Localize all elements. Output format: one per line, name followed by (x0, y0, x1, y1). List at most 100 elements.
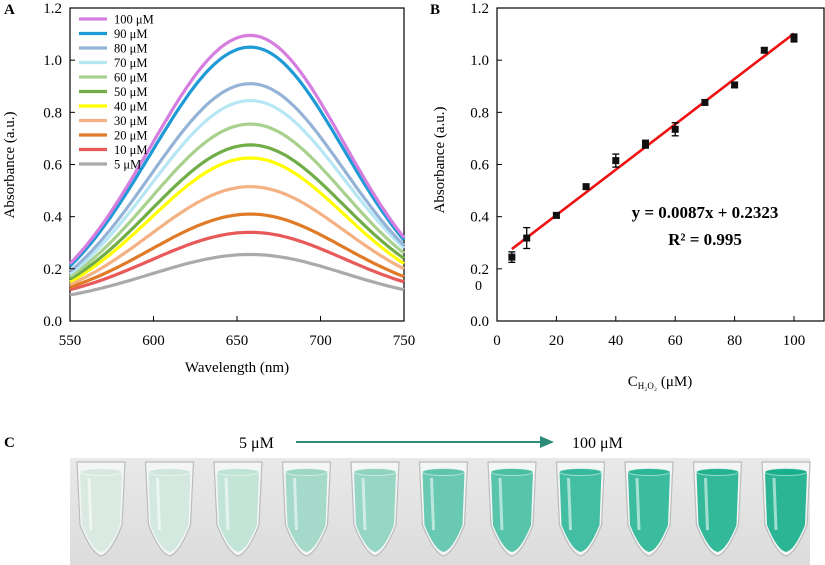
point-marker (731, 81, 739, 89)
photo-label-start: 5 μM (239, 435, 274, 452)
legend-label: 60 μM (114, 71, 147, 85)
tube-meniscus (559, 468, 602, 476)
data-point (552, 211, 560, 219)
calibration-y-tick-label: 0.8 (470, 105, 489, 121)
spectra-y-tick-label: 0.2 (43, 262, 62, 278)
tube-highlight (567, 477, 572, 531)
spectra-y-tick-label: 1.2 (43, 1, 62, 17)
spectra-y-tick-label: 1.0 (43, 53, 62, 69)
data-point (612, 153, 620, 168)
tube-highlight (361, 477, 367, 531)
spectrum-line (68, 98, 406, 276)
tube (487, 461, 537, 557)
spectra-x-tick-label: 600 (142, 333, 165, 349)
data-point (671, 122, 679, 137)
tube (350, 461, 400, 557)
spectra-y-tick-label: 0.6 (43, 158, 62, 174)
tube-highlight (156, 477, 161, 531)
tube-meniscus (422, 468, 465, 476)
tube-meniscus (216, 468, 260, 476)
tube (555, 461, 606, 557)
stray-zero-label: 0 (475, 279, 482, 294)
spectrum-line (69, 156, 405, 284)
spectra-y-tick-label: 0.8 (43, 105, 62, 121)
spectra-x-tick-label: 700 (309, 333, 332, 349)
spectra-chart: 550 600 650 700 750 0.0 0.2 0.4 0.6 0.8 1.0 1.2 100… (2, 1, 415, 376)
point-marker (790, 34, 798, 42)
tube-highlight (224, 477, 230, 531)
legend-label: 90 μM (114, 27, 147, 41)
legend-label: 80 μM (114, 42, 147, 56)
legend-label: 70 μM (114, 56, 147, 70)
spectrum-line (69, 122, 406, 279)
tube-highlight (498, 477, 504, 531)
tube (281, 461, 332, 557)
calibration-axis-ticks: 0 20 40 60 80 100 0.0 0.2 0.4 0.6 0.8 1.0 1.2 (470, 1, 805, 349)
calibration-y-tick-label: 0.2 (470, 262, 489, 278)
calibration-y-axis-label: Absorbance (a.u.) (432, 106, 448, 213)
x-label-main: C (628, 374, 638, 390)
data-point (508, 251, 516, 263)
tube (76, 461, 126, 557)
tube-highlight (87, 477, 93, 531)
spectrum-line (69, 230, 405, 292)
spectra-axis-ticks: 550 600 650 700 750 0.0 0.2 0.4 0.6 0.8 1.0 1.2 (43, 1, 415, 349)
x-label-unit: (μM) (657, 374, 692, 390)
calibration-plot-frame (496, 7, 825, 322)
legend-label: 10 μM (114, 143, 147, 157)
tube-highlight (772, 477, 778, 531)
tube-highlight (635, 477, 641, 531)
tube-meniscus (627, 468, 671, 476)
calibration-x-tick-label: 20 (549, 333, 564, 349)
calibration-y-tick-label: 1.2 (470, 1, 489, 17)
tube-meniscus (285, 468, 328, 476)
point-marker (508, 253, 516, 261)
point-marker (642, 140, 649, 148)
spectra-y-tick-label: 0.4 (43, 210, 62, 226)
point-marker (612, 157, 620, 165)
spectra-x-tick-label: 650 (226, 333, 249, 349)
fit-equation: y = 0.0087x + 0.2323 (632, 203, 779, 222)
tube (761, 461, 811, 557)
spectra-y-axis-label: Absorbance (a.u.) (2, 111, 18, 218)
panel-label-c: C (4, 435, 15, 451)
tube-row (76, 461, 811, 557)
tube-meniscus (696, 468, 739, 476)
tube-highlight (704, 477, 709, 531)
data-point (790, 33, 798, 43)
legend-label: 5 μM (114, 158, 141, 172)
tube (624, 461, 674, 557)
spectra-x-tick-label: 550 (59, 333, 82, 349)
photo-label-end: 100 μM (572, 435, 623, 452)
data-point (701, 98, 709, 106)
point-marker (523, 234, 531, 242)
panel-label-a: A (4, 2, 15, 18)
legend-label: 40 μM (114, 100, 147, 114)
spectrum-line (68, 33, 406, 265)
calibration-x-tick-label: 60 (668, 333, 683, 349)
calibration-y-tick-label: 0.0 (470, 314, 489, 330)
tube-meniscus (79, 468, 123, 476)
tube (692, 461, 743, 557)
calibration-x-tick-label: 40 (608, 333, 623, 349)
spectrum-line (69, 185, 405, 286)
spectra-x-tick-label: 750 (393, 333, 416, 349)
point-marker (671, 125, 679, 133)
calibration-y-tick-label: 0.6 (470, 158, 489, 174)
point-marker (552, 211, 560, 219)
calibration-y-tick-label: 1.0 (470, 53, 489, 69)
calibration-x-axis-label: CH₂O₂ (μM) (628, 374, 692, 391)
legend-label: 30 μM (114, 114, 147, 128)
tube-meniscus (490, 468, 534, 476)
panel-label-b: B (430, 2, 440, 18)
tube-photo-panel: 5 μM 100 μM (70, 435, 811, 565)
point-marker (582, 183, 590, 191)
point-marker (701, 98, 709, 106)
legend-label: 50 μM (114, 85, 147, 99)
calibration-y-tick-label: 0.4 (470, 210, 489, 226)
calibration-x-tick-label: 100 (783, 333, 806, 349)
point-marker (760, 46, 768, 54)
spectra-x-axis-label: Wavelength (nm) (185, 360, 289, 376)
